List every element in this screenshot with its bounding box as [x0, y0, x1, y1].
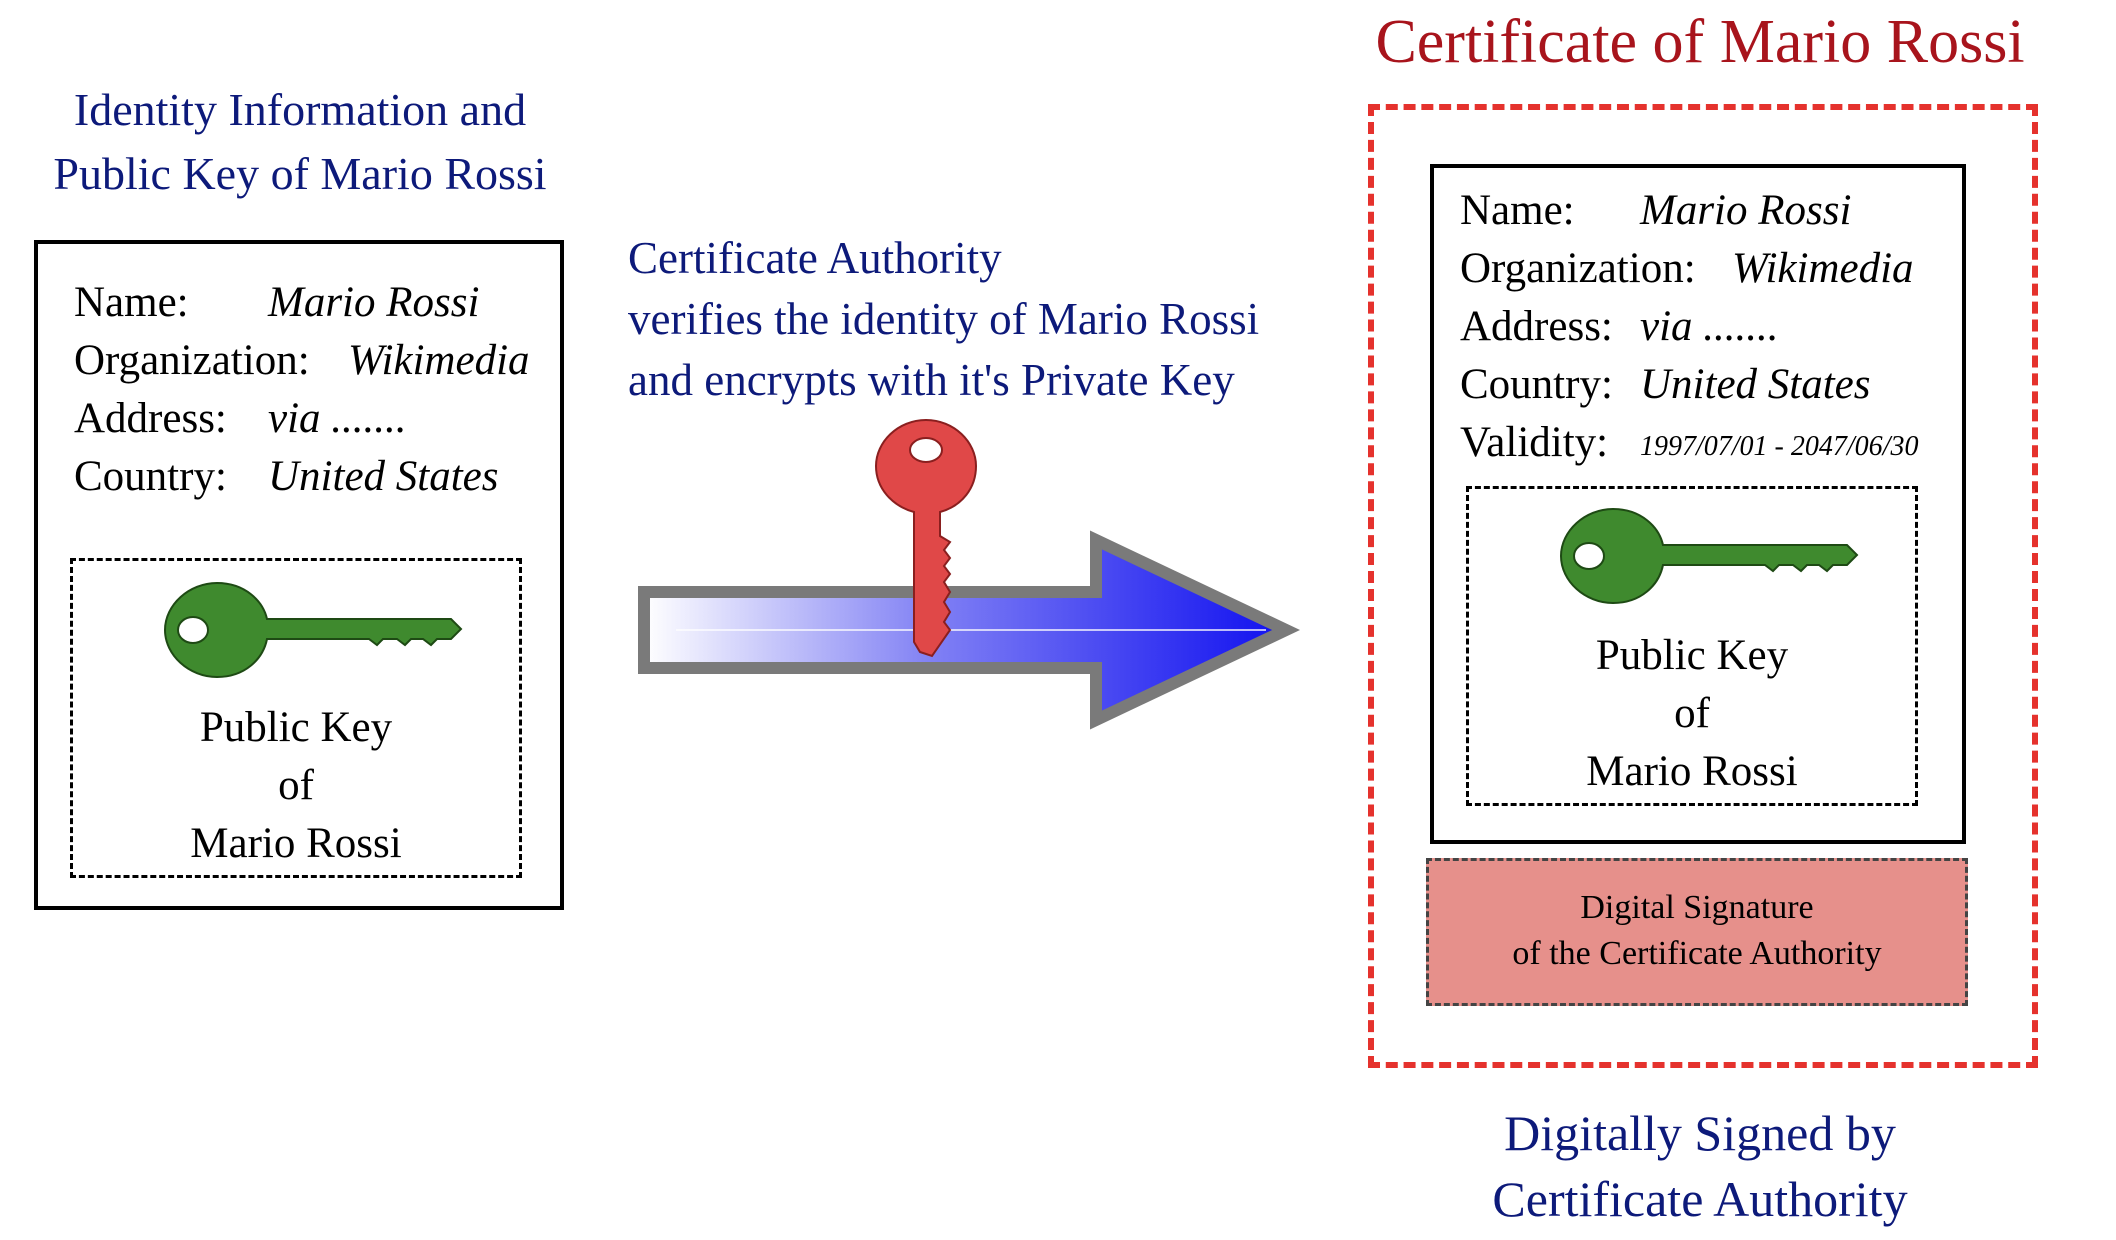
cert-label-address: Address: [1460, 303, 1613, 350]
identity-heading-line2: Public Key of Mario Rossi [53, 148, 547, 199]
cert-label-organization: Organization: [1460, 245, 1696, 292]
green-key-icon [163, 581, 463, 679]
cert-public-key-line2: of [1674, 690, 1710, 737]
identity-field-country: Country: United States [74, 448, 499, 506]
cert-public-key-line1: Public Key [1595, 632, 1789, 679]
ca-text-line1: Certificate Authority [628, 233, 1002, 283]
identity-box: Name: Mario Rossi Organization: Wikimedi… [34, 240, 564, 910]
identity-value-country: United States [268, 453, 499, 500]
certificate-frame [1368, 104, 2038, 1068]
cert-value-country: United States [1640, 361, 1871, 408]
cert-field-country: Country: United States [1460, 356, 1871, 414]
identity-value-organization: Wikimedia [348, 337, 530, 384]
cert-value-organization: Wikimedia [1732, 245, 1914, 292]
signed-caption-line1: Digitally Signed by [1504, 1105, 1896, 1161]
cert-field-name: Name: Mario Rossi [1460, 182, 1851, 240]
signature-line1: Digital Signature [1580, 889, 1814, 926]
public-key-line1: Public Key [199, 704, 393, 751]
certificate-authority-text: Certificate Authority verifies the ident… [628, 228, 1348, 411]
identity-heading-line1: Identity Information and [73, 84, 527, 135]
green-key-icon [1559, 507, 1859, 605]
identity-label-name: Name: [74, 279, 189, 326]
cert-value-name: Mario Rossi [1640, 187, 1852, 234]
red-key-icon [874, 418, 978, 658]
certificate-title: Certificate of Mario Rossi [1375, 8, 2025, 76]
signed-caption: Digitally Signed by Certificate Authorit… [1340, 1100, 2060, 1232]
identity-label-organization: Organization: [74, 337, 310, 384]
public-key-box: Public Key of Mario Rossi [70, 558, 522, 878]
cert-label-validity: Validity: [1460, 419, 1609, 466]
identity-field-address: Address: via ....... [74, 390, 407, 448]
identity-field-organization: Organization: Wikimedia [74, 332, 530, 390]
public-key-line2: of [278, 762, 314, 809]
cert-label-name: Name: [1460, 187, 1575, 234]
cert-field-validity: Validity: 1997/07/01 - 2047/06/30 [1460, 414, 1918, 472]
ca-text-line2: verifies the identity of Mario Rossi [628, 294, 1260, 344]
identity-label-address: Address: [74, 395, 227, 442]
ca-text-line3: and encrypts with it's Private Key [628, 355, 1235, 405]
cert-value-address: via ....... [1640, 303, 1779, 350]
cert-field-organization: Organization: Wikimedia [1460, 240, 1914, 298]
public-key-line3: Mario Rossi [190, 820, 402, 867]
digital-signature-box: Digital Signature of the Certificate Aut… [1426, 858, 1968, 1006]
cert-field-address: Address: via ....... [1460, 298, 1779, 356]
identity-heading: Identity Information and Public Key of M… [20, 78, 580, 206]
cert-public-key-line3: Mario Rossi [1586, 748, 1798, 795]
identity-value-address: via ....... [268, 395, 407, 442]
identity-field-name: Name: Mario Rossi [74, 274, 479, 332]
cert-label-country: Country: [1460, 361, 1613, 408]
certificate-content-box: Name: Mario Rossi Organization: Wikimedi… [1430, 164, 1966, 844]
signed-caption-line2: Certificate Authority [1492, 1171, 1908, 1227]
cert-value-validity: 1997/07/01 - 2047/06/30 [1640, 431, 1919, 462]
signature-line2: of the Certificate Authority [1512, 935, 1882, 972]
identity-label-country: Country: [74, 453, 227, 500]
identity-value-name: Mario Rossi [268, 279, 480, 326]
cert-public-key-box: Public Key of Mario Rossi [1466, 486, 1918, 806]
right-arrow-icon [638, 530, 1301, 730]
